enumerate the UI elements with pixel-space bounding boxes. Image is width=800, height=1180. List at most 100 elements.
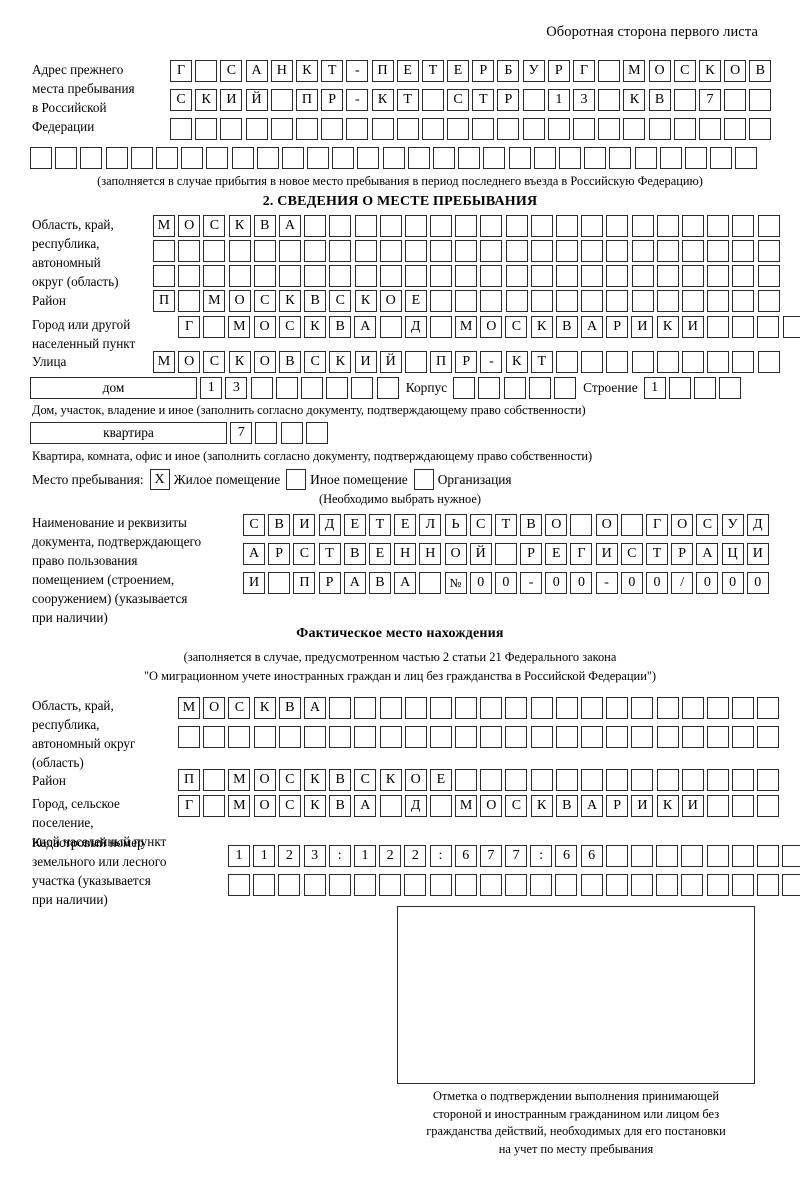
document-r3-cell-3[interactable]: П: [293, 572, 316, 594]
prev-address-r3-cell-24[interactable]: [749, 118, 772, 140]
cadastral-r1-cell-19[interactable]: [681, 845, 704, 867]
prev-address-r2-cell-14[interactable]: Р: [497, 89, 520, 111]
prev-address-r4-cell-8[interactable]: [206, 147, 229, 169]
prev-address-r2-cell-13[interactable]: Т: [472, 89, 495, 111]
document-r2-cell-13[interactable]: Е: [545, 543, 568, 565]
prev-address-r4-cell-27[interactable]: [684, 147, 707, 169]
section2-region-r1-cell-13[interactable]: [455, 215, 478, 237]
cadastral-r2-cell-12[interactable]: [505, 874, 528, 896]
prev-address-r4-cell-26[interactable]: [659, 147, 682, 169]
section2-region-r2-cell-14[interactable]: [480, 240, 503, 262]
section2-district-cell-2[interactable]: [178, 290, 201, 312]
prev-address-r1-cell-7[interactable]: Т: [321, 60, 344, 82]
cadastral-r2-cell-21[interactable]: [731, 874, 754, 896]
document-r1-cell-12[interactable]: В: [520, 514, 543, 536]
prev-address-r4-cell-5[interactable]: [130, 147, 153, 169]
document-r1-cell-5[interactable]: Е: [343, 514, 366, 536]
actual-city-cell-1[interactable]: Г: [178, 795, 200, 817]
cadastral-r1-cell-21[interactable]: [731, 845, 754, 867]
actual-region-r1-cell-17[interactable]: [581, 697, 603, 719]
prev-address-r3-cell-11[interactable]: [421, 118, 444, 140]
section2-district-cell-11[interactable]: Е: [404, 290, 427, 312]
section2-district-cell-8[interactable]: С: [329, 290, 352, 312]
actual-city-cell-18[interactable]: Р: [606, 795, 629, 817]
prev-address-r1-cell-16[interactable]: Р: [547, 60, 570, 82]
prev-address-r4-cell-28[interactable]: [710, 147, 733, 169]
prev-address-r3-cell-12[interactable]: [447, 118, 470, 140]
cadastral-r1-cell-4[interactable]: 3: [303, 845, 326, 867]
actual-city-cell-19[interactable]: И: [631, 795, 654, 817]
actual-region-r1-cell-15[interactable]: [530, 697, 553, 719]
prev-address-r2-cell-7[interactable]: Р: [321, 89, 344, 111]
actual-district-cell-3[interactable]: М: [228, 769, 251, 791]
stay-type-checkbox-zhiloe[interactable]: X: [149, 469, 170, 490]
korpus-cell-5[interactable]: [553, 377, 576, 399]
section2-district-cell-24[interactable]: [732, 290, 755, 312]
korpus-cell-3[interactable]: [503, 377, 526, 399]
prev-address-r2-cell-5[interactable]: [270, 89, 293, 111]
section2-district-cell-16[interactable]: [530, 290, 553, 312]
document-r3-cell-2[interactable]: [268, 572, 291, 594]
section2-region-r1-cell-21[interactable]: [656, 215, 679, 237]
section2-region-r1-cell-7[interactable]: [304, 215, 327, 237]
actual-city-cell-6[interactable]: К: [303, 795, 326, 817]
actual-district-cell-24[interactable]: [757, 769, 780, 791]
prev-address-r1-cell-19[interactable]: М: [623, 60, 646, 82]
korpus-cell-4[interactable]: [528, 377, 551, 399]
prev-address-r4-cell-13[interactable]: [332, 147, 355, 169]
section2-street-cell-15[interactable]: К: [505, 351, 528, 373]
section2-district-cell-10[interactable]: О: [379, 290, 402, 312]
section2-city-cell-3[interactable]: М: [228, 316, 251, 338]
prev-address-r3-cell-6[interactable]: [295, 118, 318, 140]
section2-district-cell-14[interactable]: [480, 290, 503, 312]
prev-address-r4-cell-24[interactable]: [609, 147, 632, 169]
actual-city-cell-22[interactable]: [706, 795, 729, 817]
section2-city-cell-8[interactable]: А: [354, 316, 377, 338]
actual-region-r2-cell-7[interactable]: [329, 726, 352, 748]
actual-region-r2-cell-20[interactable]: [656, 726, 679, 748]
actual-city-cell-20[interactable]: К: [656, 795, 679, 817]
section2-region-r1-cell-24[interactable]: [732, 215, 755, 237]
document-r2-cell-7[interactable]: Н: [394, 543, 417, 565]
section2-city-cell-20[interactable]: К: [656, 316, 679, 338]
document-r3-cell-18[interactable]: /: [671, 572, 694, 594]
prev-address-r4-cell-21[interactable]: [533, 147, 556, 169]
section2-region-r3-cell-23[interactable]: [707, 265, 730, 287]
actual-region-r1-cell-11[interactable]: [429, 697, 452, 719]
actual-region-r2-cell-10[interactable]: [404, 726, 427, 748]
section2-region-r1-cell-16[interactable]: [530, 215, 553, 237]
actual-city-cell-8[interactable]: А: [354, 795, 377, 817]
section2-region-r1-cell-20[interactable]: [631, 215, 654, 237]
section2-region-r3-cell-17[interactable]: [556, 265, 578, 287]
actual-district-cell-5[interactable]: С: [278, 769, 301, 791]
prev-address-r1-cell-24[interactable]: В: [749, 60, 772, 82]
actual-district-cell-4[interactable]: О: [253, 769, 276, 791]
cadastral-r2-cell-10[interactable]: [454, 874, 477, 896]
prev-address-r1-cell-6[interactable]: К: [295, 60, 318, 82]
actual-region-r1-cell-18[interactable]: [606, 697, 629, 719]
section2-city-cell-17[interactable]: А: [581, 316, 603, 338]
section2-street-cell-1[interactable]: М: [153, 351, 175, 373]
prev-address-r3-cell-2[interactable]: [195, 118, 218, 140]
cadastral-r2-cell-5[interactable]: [328, 874, 351, 896]
flat-cell-4[interactable]: [305, 422, 328, 444]
cadastral-r1-cell-8[interactable]: 2: [404, 845, 427, 867]
section2-region-r2-cell-6[interactable]: [278, 240, 301, 262]
prev-address-r2-cell-1[interactable]: С: [170, 89, 192, 111]
actual-region-r1-cell-20[interactable]: [656, 697, 679, 719]
actual-region-r1-cell-13[interactable]: [480, 697, 503, 719]
actual-region-r2-cell-17[interactable]: [581, 726, 603, 748]
section2-region-r2-cell-21[interactable]: [656, 240, 679, 262]
actual-region-r2-cell-3[interactable]: [228, 726, 251, 748]
section2-region-r1-cell-22[interactable]: [681, 215, 704, 237]
document-r2-cell-14[interactable]: Г: [570, 543, 593, 565]
cadastral-r2-cell-19[interactable]: [681, 874, 704, 896]
prev-address-r4-cell-11[interactable]: [281, 147, 304, 169]
prev-address-r1-cell-12[interactable]: Е: [447, 60, 470, 82]
prev-address-r4-cell-12[interactable]: [307, 147, 330, 169]
prev-address-r4-cell-4[interactable]: [105, 147, 128, 169]
actual-region-r2-cell-23[interactable]: [732, 726, 755, 748]
